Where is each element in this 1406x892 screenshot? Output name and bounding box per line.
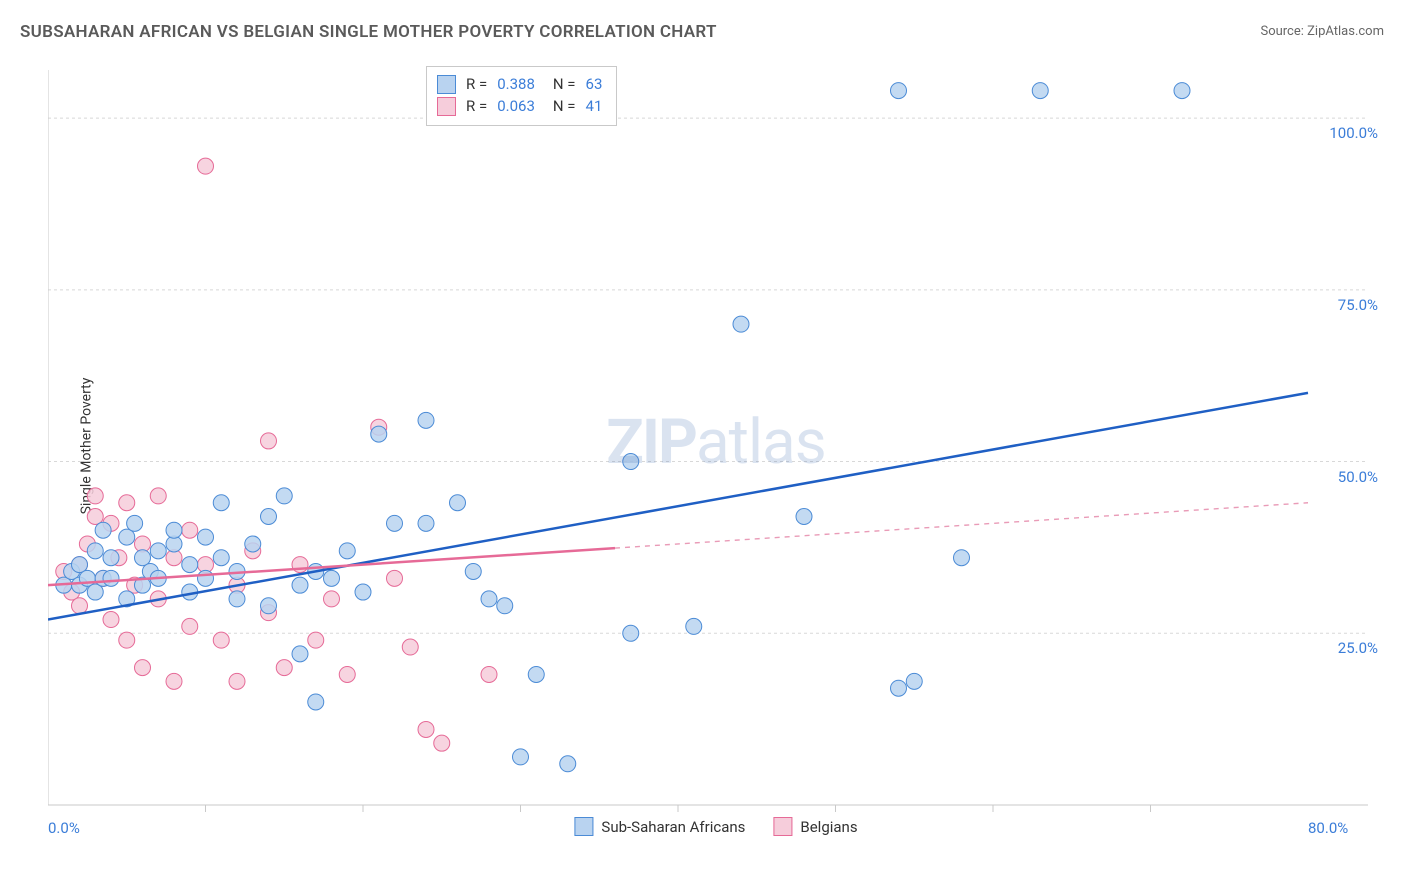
stats-row: R =0.388N =63: [437, 73, 602, 95]
stats-box: R =0.388N =63R =0.063N =41: [426, 66, 617, 126]
x-tick-label: 80.0%: [1308, 819, 1348, 837]
legend: Sub-Saharan Africans Belgians: [574, 817, 857, 836]
chart-svg: [48, 60, 1384, 840]
legend-swatch-a: [574, 817, 593, 836]
plot-area: ZIPatlas R =0.388N =63R =0.063N =41 Sub-…: [48, 60, 1384, 840]
y-tick-label: 75.0%: [1338, 296, 1378, 314]
x-tick-label: 0.0%: [48, 819, 80, 837]
legend-label-a: Sub-Saharan Africans: [601, 818, 745, 836]
legend-item-series-a: Sub-Saharan Africans: [574, 817, 745, 836]
y-tick-label: 50.0%: [1338, 468, 1378, 486]
legend-label-b: Belgians: [800, 818, 857, 836]
y-tick-label: 25.0%: [1338, 639, 1378, 657]
source-label: Source: ZipAtlas.com: [1260, 24, 1384, 39]
legend-swatch-b: [773, 817, 792, 836]
chart-title: SUBSAHARAN AFRICAN VS BELGIAN SINGLE MOT…: [20, 22, 717, 42]
chart-container: SUBSAHARAN AFRICAN VS BELGIAN SINGLE MOT…: [0, 0, 1406, 892]
stats-row: R =0.063N =41: [437, 95, 602, 117]
y-tick-label: 100.0%: [1329, 124, 1378, 142]
legend-item-series-b: Belgians: [773, 817, 857, 836]
